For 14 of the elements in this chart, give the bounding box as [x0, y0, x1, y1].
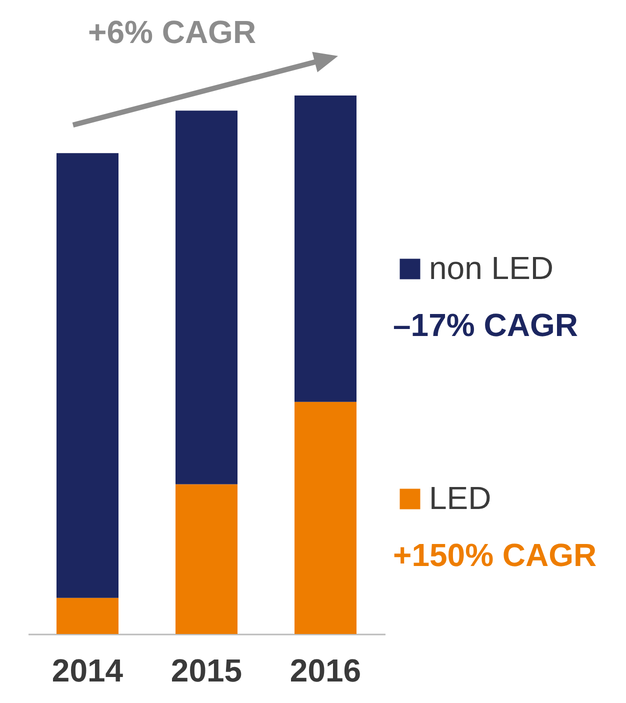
x-tick-label: 2015	[170, 652, 242, 688]
x-tick-label: 2014	[52, 652, 124, 688]
bar	[294, 402, 356, 634]
text: –17% CAGR	[393, 307, 578, 343]
text: +6% CAGR	[88, 14, 256, 50]
x-tick-label: 2016	[290, 652, 362, 688]
legend-label: non LED	[429, 250, 554, 286]
bar	[176, 110, 238, 484]
legend-label: LED	[429, 480, 492, 516]
bar	[56, 153, 118, 598]
bar	[56, 598, 118, 634]
bar	[294, 96, 356, 402]
bar	[176, 484, 238, 634]
text: +150% CAGR	[393, 537, 597, 573]
